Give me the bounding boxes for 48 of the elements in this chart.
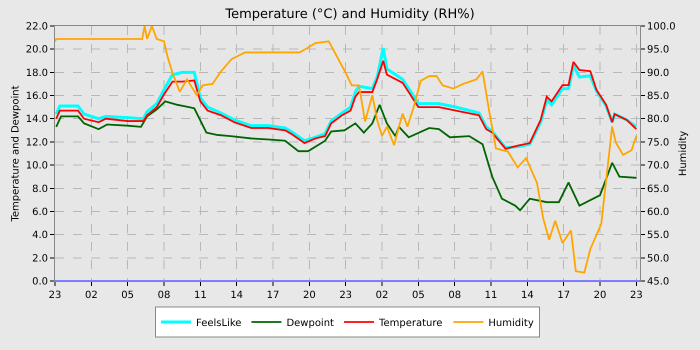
y2-tick-label: 65.0 [647,184,670,195]
x-tick-label: 14 [230,290,244,301]
legend-label: Dewpoint [286,318,334,329]
y2-tick-label: 50.0 [647,253,670,264]
y-tick-label: 12.0 [26,137,48,148]
y2-tick-label: 100.0 [647,22,676,32]
y2-tick-label: 45.0 [647,276,670,288]
y-tick-label: 22.0 [26,22,48,32]
x-tick-label: 17 [557,290,570,301]
y-tick-label: 16.0 [26,91,48,102]
x-tick-label: 14 [520,290,534,301]
x-tick-label: 23 [48,290,62,301]
x-tick-label: 20 [302,290,316,301]
y-tick-label: 2.0 [32,253,48,264]
y2-tick-label: 80.0 [647,114,670,126]
x-tick-label: 02 [84,290,98,301]
x-tick-label: 05 [121,290,134,301]
y-tick-label: 8.0 [32,184,48,195]
y-tick-label: 4.0 [32,230,48,242]
legend-label: Temperature [378,318,442,329]
x-tick-label: 17 [266,290,280,301]
y-tick-label: 0.0 [32,276,48,288]
x-tick-label: 23 [630,290,643,301]
legend-label: FeelsLike [196,318,242,329]
y2-tick-label: 95.0 [647,44,670,56]
x-tick-label: 11 [194,290,207,301]
x-tick-label: 20 [594,290,606,301]
legend-label: Humidity [488,318,534,329]
y2-tick-label: 85.0 [647,91,670,102]
y2-tick-label: 70.0 [647,160,670,172]
y2-axis-title: Humidity [678,130,690,176]
y-axis-title: Temperature and Dewpoint [10,85,22,223]
y-tick-label: 14.0 [26,114,48,126]
y-tick-label: 10.0 [26,160,48,172]
x-tick-label: 08 [448,290,462,301]
chart-title: Temperature (°C) and Humidity (RH%) [224,6,475,22]
y-tick-label: 6.0 [32,206,48,218]
x-tick-label: 23 [339,290,352,301]
y2-tick-label: 60.0 [647,206,670,218]
y2-tick-label: 75.0 [647,137,670,148]
y2-tick-label: 55.0 [647,230,670,242]
y-tick-label: 18.0 [26,68,48,79]
y-tick-label: 20.0 [26,44,48,56]
x-tick-label: 11 [484,290,498,301]
x-tick-label: 08 [158,290,170,301]
x-tick-label: 02 [376,290,388,301]
y2-tick-label: 90.0 [647,68,670,79]
x-tick-label: 05 [412,290,425,301]
